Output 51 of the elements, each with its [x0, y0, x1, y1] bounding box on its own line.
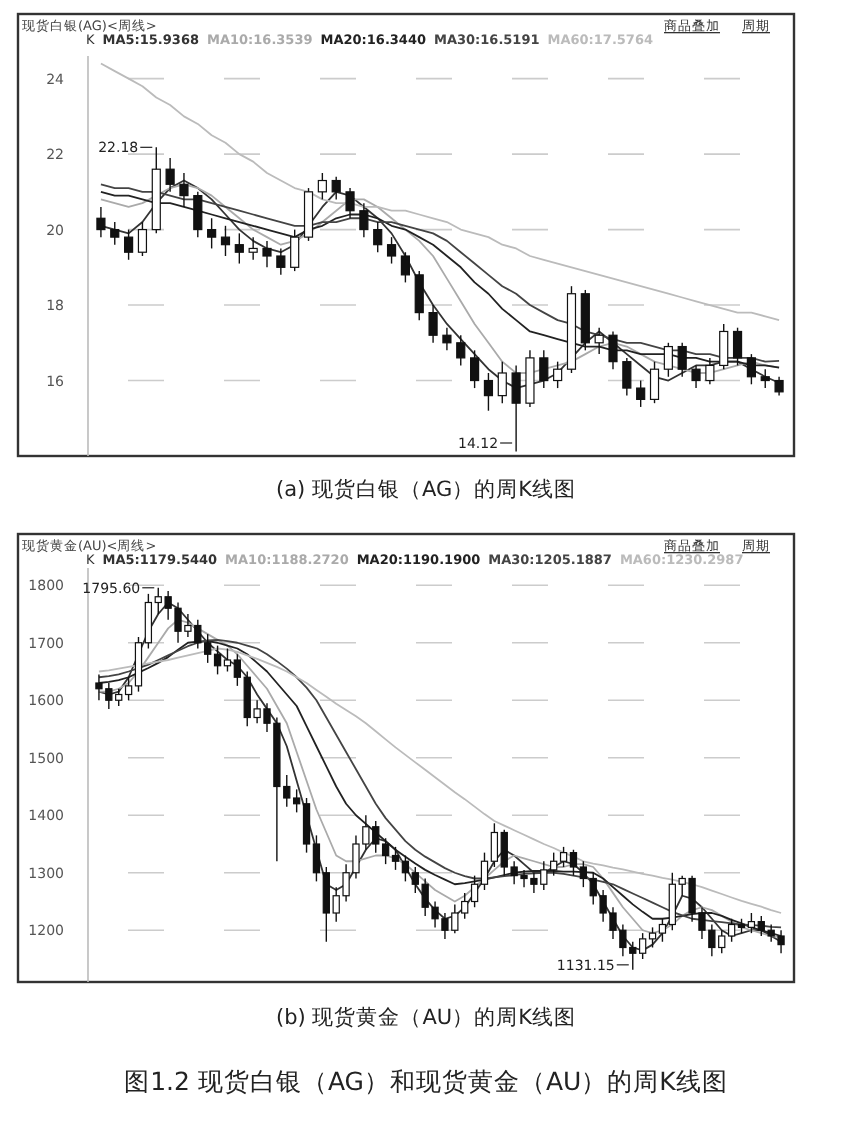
candlestick	[303, 187, 314, 242]
candlestick	[691, 364, 701, 389]
candlestick	[622, 357, 632, 397]
candlestick	[414, 270, 424, 321]
candlestick	[373, 221, 383, 253]
candlestick	[262, 240, 272, 269]
candlestick	[290, 228, 300, 272]
candlestick	[719, 323, 729, 370]
candlestick	[732, 327, 743, 367]
candlestick	[760, 368, 770, 389]
candlestick	[220, 225, 231, 257]
candlestick	[774, 376, 784, 397]
candlestick	[359, 202, 369, 238]
candlestick	[110, 221, 120, 246]
candlestick	[705, 357, 715, 385]
candlestick	[165, 157, 175, 193]
candlestick	[663, 342, 673, 378]
candlestick	[746, 353, 756, 385]
candlestick	[137, 221, 148, 257]
candlestick	[470, 349, 480, 389]
line-series	[100, 62, 780, 322]
candlestick	[276, 247, 286, 276]
candlestick	[525, 349, 535, 408]
candlestick	[553, 360, 563, 389]
candlestick	[539, 349, 549, 389]
text: (b) 现货黄金（AU）的周K线图	[276, 1004, 576, 1030]
candlestick	[511, 364, 521, 453]
candlestick	[400, 251, 410, 284]
candlestick	[677, 342, 687, 378]
candlestick	[207, 217, 217, 250]
candlestick	[179, 172, 189, 208]
candlestick	[234, 232, 244, 265]
candlestick	[317, 172, 327, 201]
candlestick	[96, 206, 106, 238]
candlestick	[124, 228, 134, 261]
caption: 图1.2 现货白银（AG）和现货黄金（AU）的周K线图	[124, 1066, 728, 1096]
candlestick	[428, 304, 438, 344]
candlestick	[193, 191, 203, 238]
candlestick	[331, 176, 341, 201]
candlestick	[594, 327, 604, 355]
candlestick	[483, 372, 494, 412]
candlestick	[497, 360, 507, 404]
candlestick	[649, 360, 660, 404]
candlestick	[248, 236, 258, 261]
candlestick	[636, 379, 646, 408]
candlestick	[608, 330, 618, 370]
candlestick	[386, 236, 397, 265]
candlestick	[442, 327, 452, 352]
text: (a) 现货白银（AG）的周K线图	[276, 476, 576, 502]
candlestick	[456, 334, 466, 367]
candlestick	[345, 187, 355, 219]
